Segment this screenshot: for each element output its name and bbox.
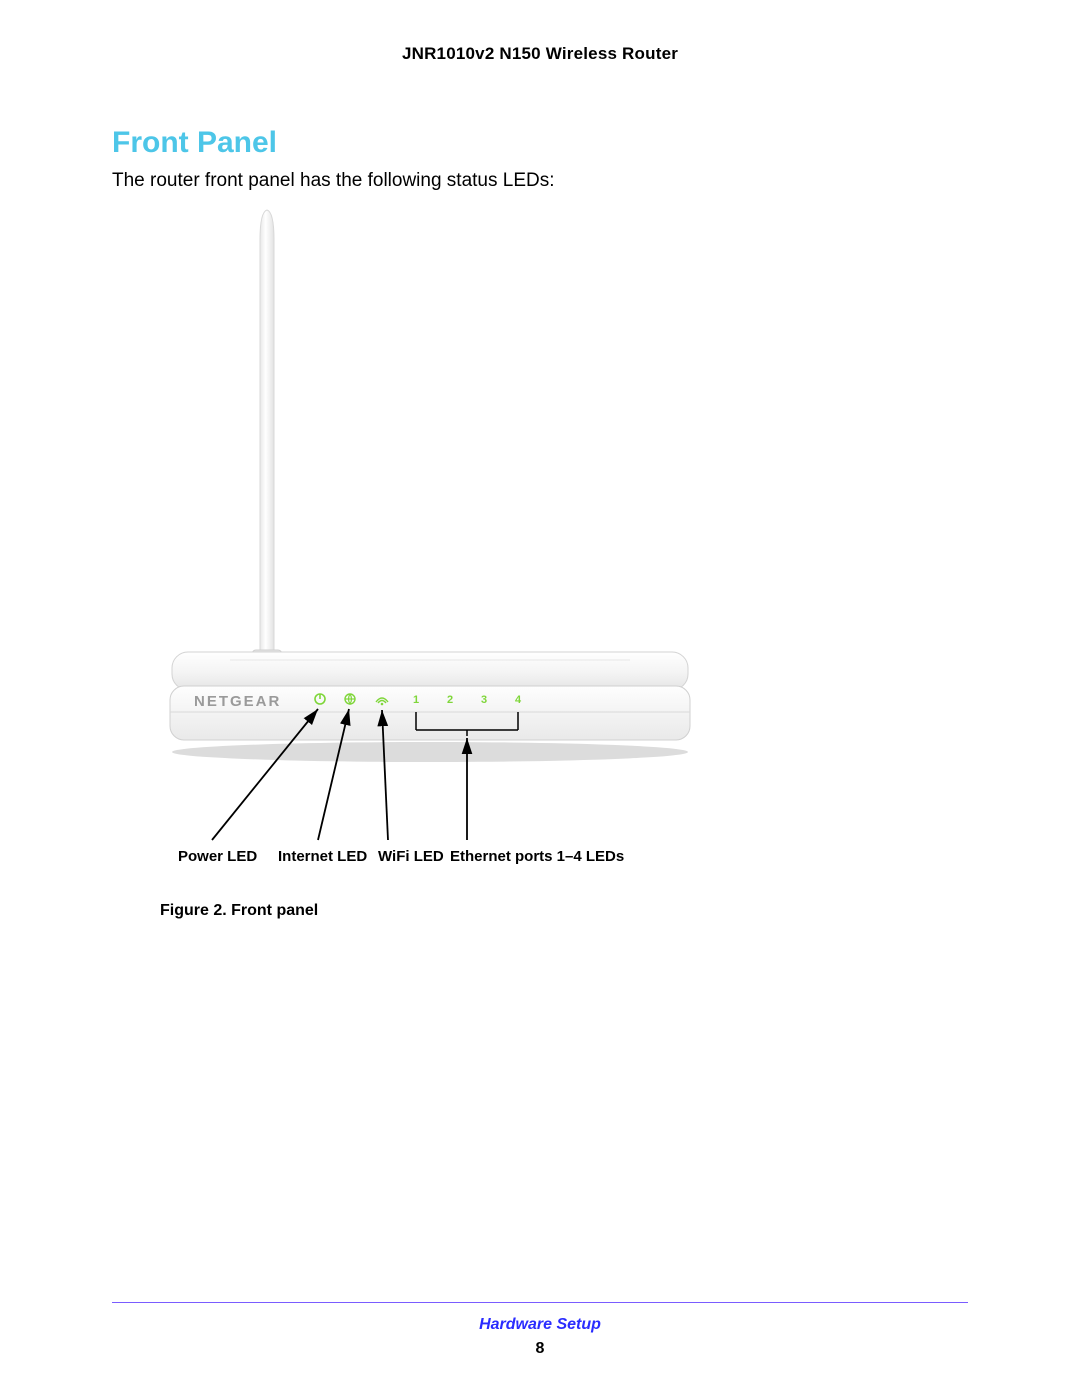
port-led-2: 2 (447, 694, 453, 706)
figure-diagram: NETGEAR (160, 200, 700, 900)
footer-page-number: 8 (0, 1340, 1080, 1358)
footer-rule (112, 1302, 968, 1303)
label-wifi-led: WiFi LED (378, 848, 444, 865)
router-figure-svg: NETGEAR (160, 200, 700, 900)
doc-header-title: JNR1010v2 N150 Wireless Router (0, 44, 1080, 64)
port-led-1: 1 (413, 694, 419, 706)
router-brand-text: NETGEAR (194, 693, 281, 710)
router-antenna (252, 210, 282, 664)
section-intro-text: The router front panel has the following… (112, 170, 555, 192)
footer-section-name: Hardware Setup (0, 1316, 1080, 1334)
label-internet-led: Internet LED (278, 848, 367, 865)
port-led-3: 3 (481, 694, 487, 706)
section-heading: Front Panel (112, 126, 277, 160)
page: JNR1010v2 N150 Wireless Router Front Pan… (0, 0, 1080, 1397)
label-power-led: Power LED (178, 848, 257, 865)
label-ethernet-leds: Ethernet ports 1–4 LEDs (450, 848, 624, 865)
figure-caption: Figure 2. Front panel (160, 902, 318, 920)
port-led-4: 4 (515, 694, 522, 706)
